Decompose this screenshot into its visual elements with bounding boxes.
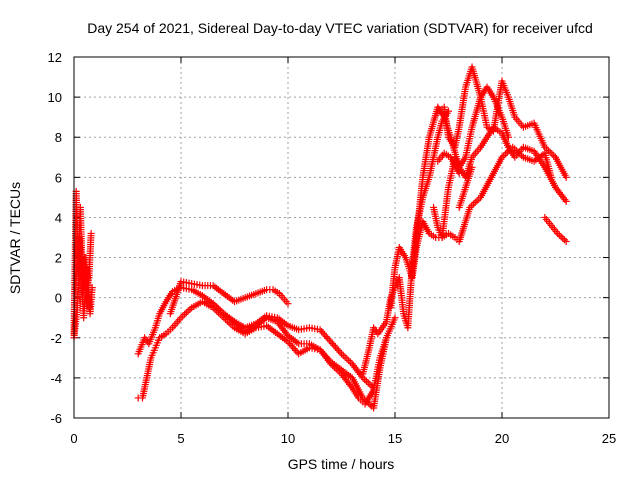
point-markers — [434, 63, 570, 181]
x-tick-label: 10 — [281, 431, 295, 446]
x-tick-label: 0 — [70, 431, 77, 446]
y-tick-label: 4 — [55, 210, 62, 225]
y-tick-label: 6 — [55, 170, 62, 185]
series-arc-10 — [434, 63, 570, 181]
x-tick-label: 5 — [177, 431, 184, 446]
x-tick-label: 25 — [602, 431, 616, 446]
x-axis-label: GPS time / hours — [288, 456, 395, 472]
y-tick-label: 12 — [48, 50, 62, 65]
axis-ticks: 0 5 10 15 20 25 -6 -4 -2 0 2 4 6 8 10 12 — [48, 50, 617, 446]
series-arc-3 — [71, 234, 93, 312]
series-arc-8 — [359, 107, 452, 378]
y-tick-label: 0 — [55, 291, 62, 306]
y-tick-label: 10 — [48, 90, 62, 105]
grid-lines — [74, 57, 609, 418]
point-markers — [71, 234, 93, 312]
series-arc-12 — [408, 143, 555, 282]
series-arc-5 — [134, 298, 399, 412]
point-markers — [209, 300, 390, 408]
point-markers — [434, 149, 463, 177]
series-arc-6 — [166, 278, 292, 318]
y-axis-label: SDTVAR / TECUs — [7, 182, 23, 294]
y-tick-label: 8 — [55, 130, 62, 145]
x-tick-label: 15 — [388, 431, 402, 446]
y-tick-label: -4 — [50, 371, 62, 386]
series-arc-15 — [455, 163, 476, 211]
series-arc-14 — [541, 213, 570, 246]
point-markers — [134, 298, 399, 412]
plot-frame — [73, 56, 610, 419]
x-tick-label: 20 — [495, 431, 509, 446]
y-tick-label: -2 — [50, 331, 62, 346]
series-arc-13 — [434, 149, 463, 177]
point-markers — [408, 143, 555, 282]
point-markers — [541, 213, 570, 246]
y-tick-label: -6 — [50, 411, 62, 426]
point-markers — [166, 278, 292, 318]
data-points — [70, 63, 570, 412]
y-tick-label: 2 — [55, 251, 62, 266]
point-markers — [359, 107, 452, 378]
chart-title: Day 254 of 2021, Sidereal Day-to-day VTE… — [87, 20, 593, 36]
series-arc-7 — [209, 300, 390, 408]
point-markers — [455, 163, 476, 211]
